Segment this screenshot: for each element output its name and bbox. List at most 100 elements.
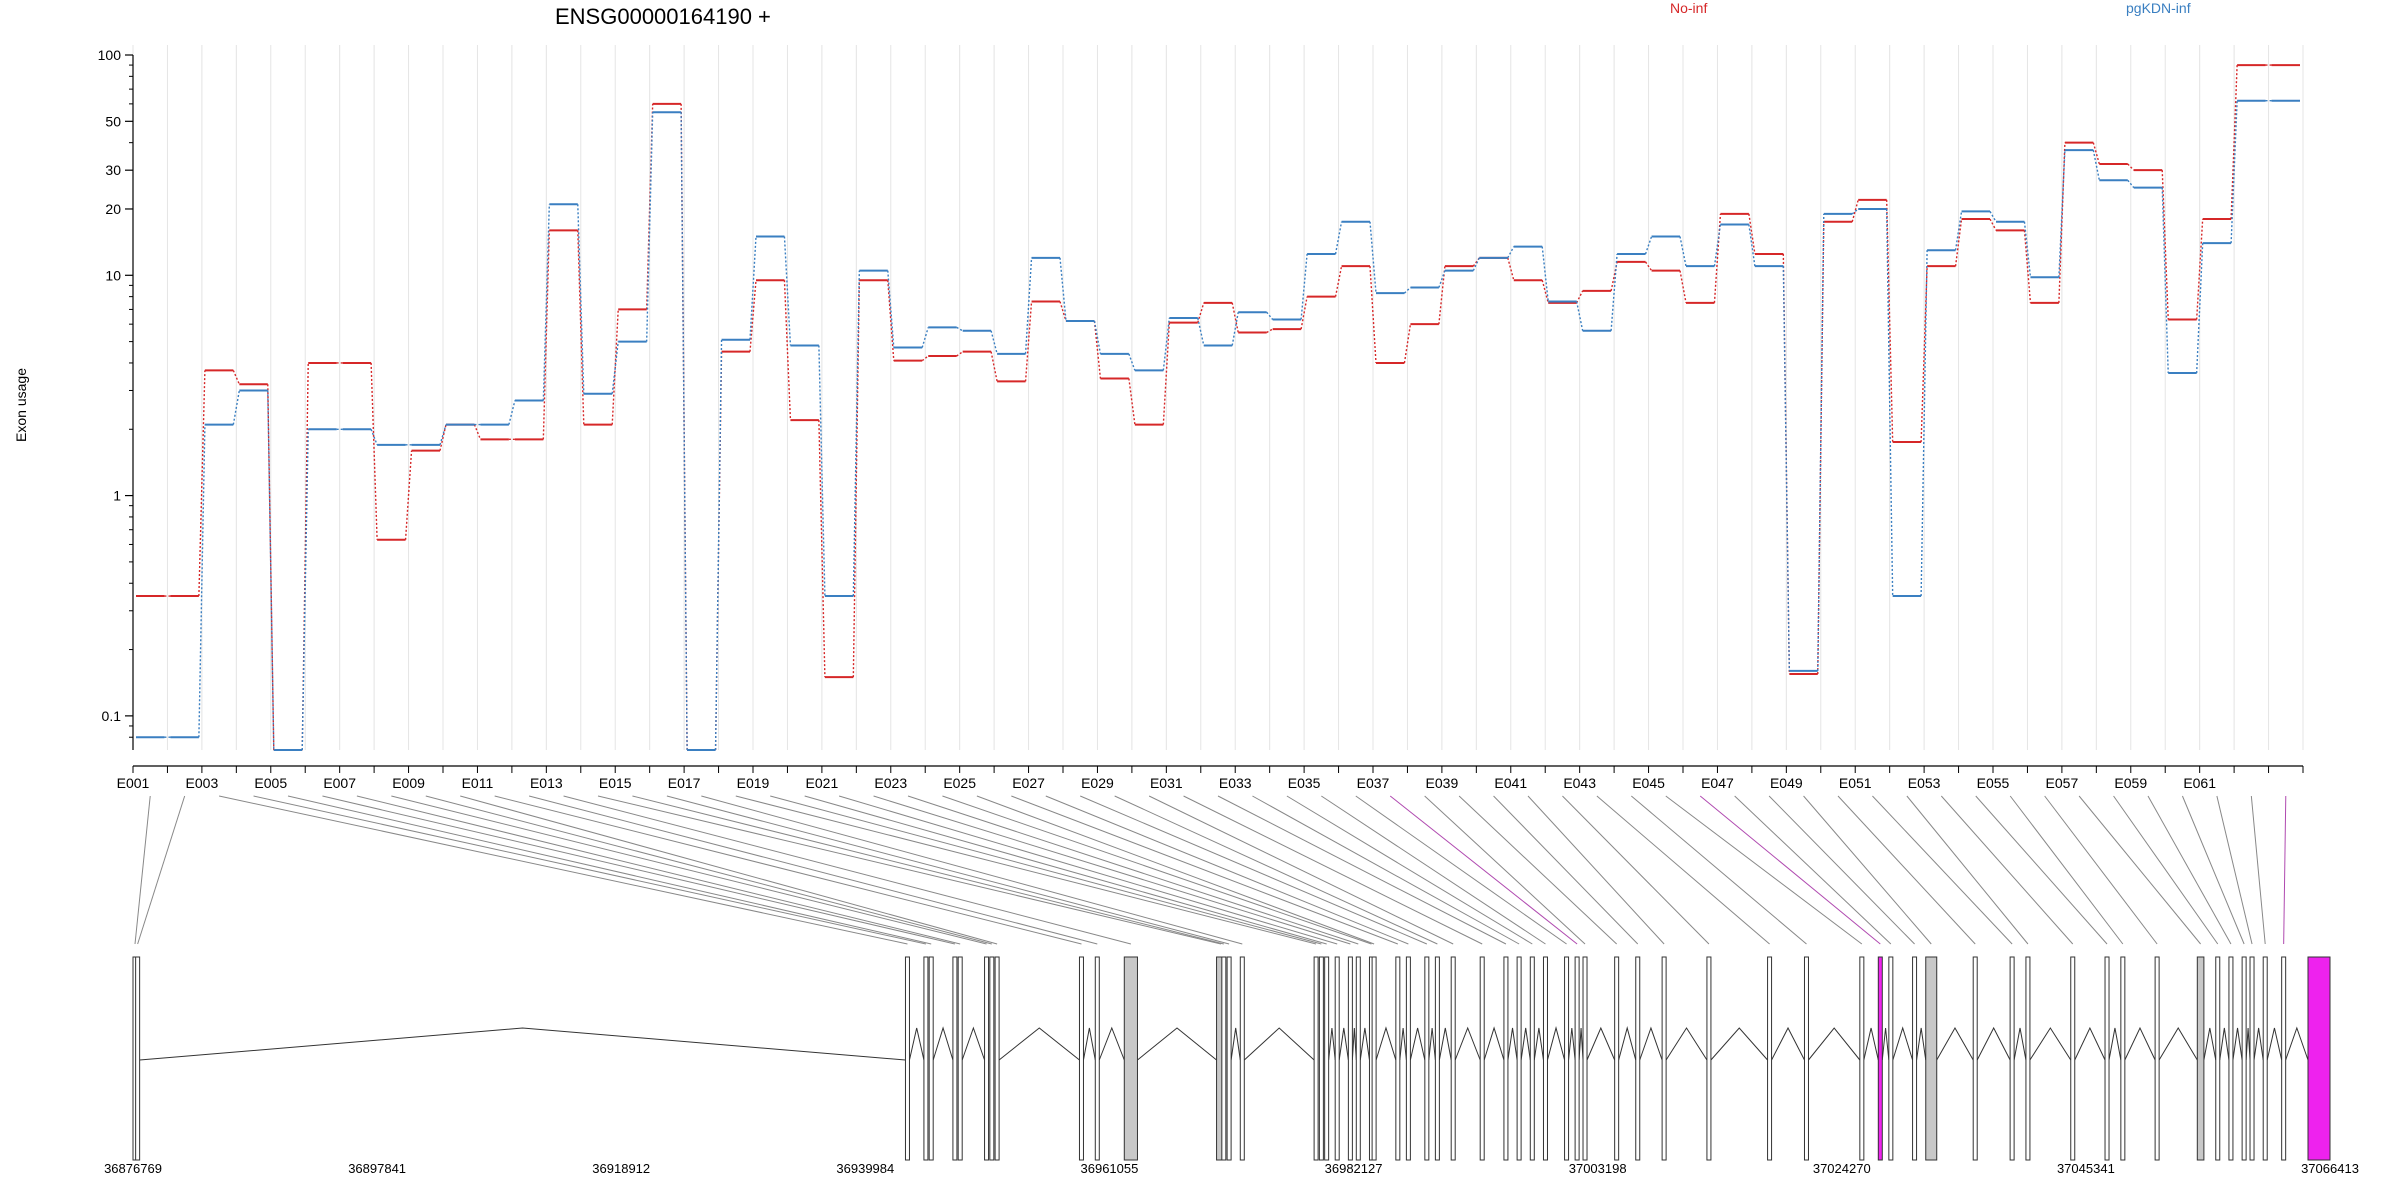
intron-line [2285,1026,2309,1061]
series-connector [1024,257,1033,354]
series-connector [1989,211,1997,223]
exon-box [2307,956,2331,1161]
intron-line [1438,1027,1452,1061]
intron-line [908,1027,925,1061]
exon-box [1614,956,1620,1161]
intron-line [1568,1027,1576,1061]
x-tick-label: E047 [1701,775,1734,791]
exon-connector [287,795,932,945]
series-connector [2092,149,2101,181]
series-connector [2023,221,2032,278]
exon-connector [2250,795,2266,945]
exon-box [1450,956,1456,1161]
exon-box [1877,956,1883,1161]
y-axis-label: Exon usage [13,368,29,442]
series-connector [1197,317,1205,346]
exon-box [2228,956,2234,1161]
series-connector [1334,266,1343,297]
exon-connector [976,795,1375,945]
exon-connector [1321,795,1546,945]
series-connector [2230,65,2238,220]
series-connector [1610,253,1618,331]
exon-box [1434,956,1440,1161]
exon-connector [563,795,1132,945]
x-tick-label: E029 [1081,775,1114,791]
exon-box [1925,956,1938,1161]
exon-box [2241,956,2247,1161]
series-connector [439,424,447,446]
exon-box [1888,956,1894,1161]
x-tick-label: E021 [806,775,839,791]
x-tick-label: E009 [392,775,425,791]
exon-box [1803,956,1809,1161]
intron-line [1546,1026,1566,1061]
series-connector [1713,213,1722,303]
intron-line [2245,1027,2251,1061]
exon-connector [1596,795,1770,945]
genomic-tick-label: 37024270 [1813,1161,1871,1176]
x-tick-label: E035 [1288,775,1321,791]
series-connector [542,204,551,401]
intron-line [1578,1027,1584,1061]
exon-box [1355,956,1361,1161]
intron-line [1533,1027,1544,1061]
exon-connector [134,795,151,945]
exon-box [1078,956,1084,1161]
series-connector [1713,224,1722,267]
genomic-tick-label: 37003198 [1569,1161,1627,1176]
exon-connector [1906,795,2029,945]
exon-box [1239,956,1245,1161]
exon-box [1424,956,1430,1161]
x-tick-label: E055 [1977,775,2010,791]
genomic-tick-label: 36897841 [348,1161,406,1176]
exon-box [2009,956,2015,1161]
exon-box [928,956,934,1161]
x-tick-label: E001 [117,775,150,791]
series-connector [1162,322,1171,425]
x-tick-label: E037 [1357,775,1390,791]
intron-line [2253,1027,2264,1061]
exon-connector [2078,795,2201,945]
exon-box [994,956,1000,1161]
exon-connector [2009,795,2124,945]
exon-connector [1080,795,1428,945]
exon-connector [1217,795,1507,945]
series-connector [818,345,826,597]
exon-box [1542,956,1548,1161]
chart-title: ENSG00000164190 + [555,4,771,29]
exon-connector [1045,795,1409,945]
x-tick-label: E019 [737,775,770,791]
series-connector [1403,324,1412,364]
genomic-tick-label: 37045341 [2057,1161,2115,1176]
exon-box [2104,956,2110,1161]
intron-line [1936,1026,1974,1061]
series-connector [267,384,275,751]
series-connector [2127,163,2135,171]
exon-box [2249,956,2255,1161]
intron-line [1976,1026,2011,1061]
exon-connector [528,795,1098,945]
exon-box [1371,956,1377,1161]
series-connector [232,390,241,425]
x-axis: E001 E003 E005 E007 E009 E011 E013 E015 E017 E019… [117,765,2304,791]
exon-box [2154,956,2160,1161]
series-connector [1128,353,1136,371]
exon-box [1767,956,1773,1161]
series-connector [1197,302,1205,323]
exon-connector [1424,795,1586,945]
intron-line [1243,1027,1315,1061]
series-connector [577,230,585,425]
intron-line [932,1026,954,1061]
exon-connector-lines [134,795,2287,945]
exon-connector [838,795,1338,945]
exon-connector [1837,795,1976,945]
series-connector [2127,179,2135,189]
x-tick-label: E005 [254,775,287,791]
x-tick-label: E011 [462,775,494,791]
exon-connector [425,795,992,945]
series-connector [887,280,895,361]
exon-connector [907,795,1359,945]
series-connector [921,327,929,348]
series-connector [2195,219,2204,320]
